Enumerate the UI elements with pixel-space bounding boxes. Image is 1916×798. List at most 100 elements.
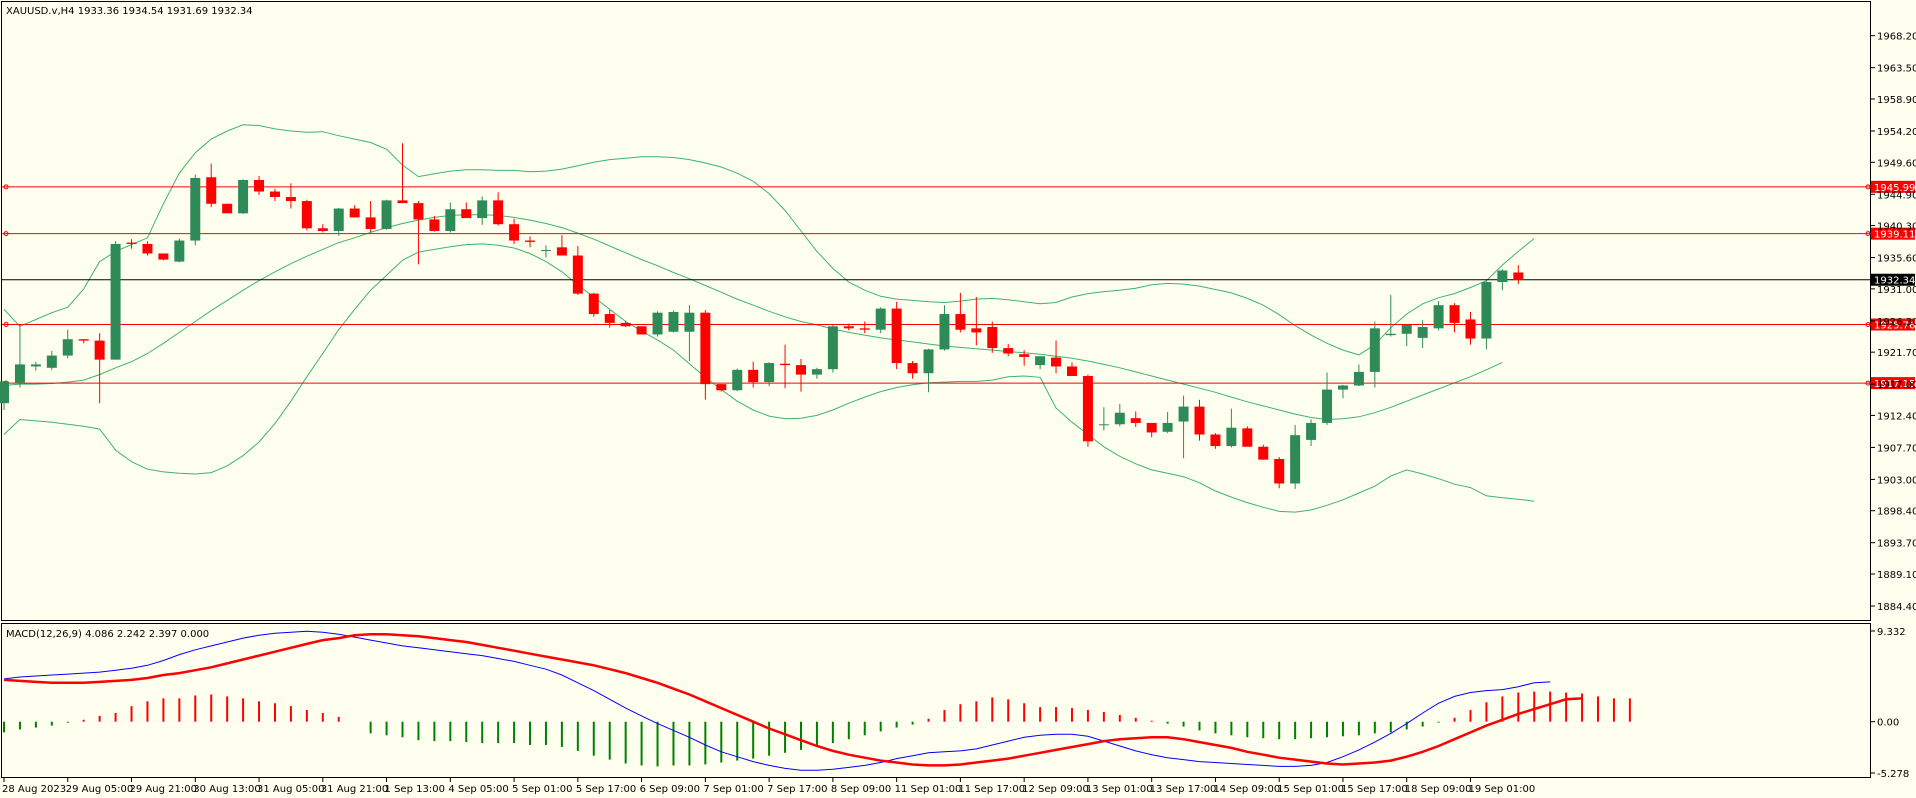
candle-body [1449,305,1460,323]
candle-body [397,200,408,204]
level-price-tag [1871,227,1915,240]
level-price-label: 1925.76 [1874,321,1915,332]
candle-body [78,339,89,341]
candle-body [1226,427,1237,447]
candle-body [493,200,504,225]
bollinger-lower-line [3,243,1535,513]
candle-body [142,243,153,254]
candle-body [907,363,918,374]
candle-body [222,203,233,214]
price-panel-frame [1,1,1871,621]
candle-body [891,308,902,364]
candle-body [1465,319,1476,339]
level-anchor-right [1865,380,1871,386]
candle-body [445,209,456,232]
time-tick-label: 7 Sep 17:00 [767,784,827,795]
candle-body [700,312,711,385]
candle-body [1146,422,1157,433]
candle-body [1322,389,1333,423]
candle-body [238,179,249,214]
time-tick-label: 15 Sep 17:00 [1341,784,1408,795]
candle-body [1082,375,1093,442]
candle-body [158,253,169,260]
bollinger-bands [3,124,1535,513]
time-tick-label: 11 Sep 17:00 [958,784,1025,795]
time-tick-label: 8 Sep 09:00 [831,784,891,795]
price-tick-label: 1884.40 [1877,602,1916,613]
candle-body [652,312,663,335]
candle-body [509,224,520,241]
candle-body [1306,422,1317,440]
candle-body [1210,434,1221,447]
candle-body [1066,366,1077,376]
candle-body [1401,324,1412,334]
time-tick-label: 29 Aug 05:00 [66,784,133,795]
price-tick-label: 1898.40 [1877,507,1916,518]
candle-body [254,179,265,192]
candle-body [540,250,551,252]
candle-body [1194,406,1205,435]
candle-body [413,203,424,220]
candle-body [1353,371,1364,386]
candle-body [110,243,121,360]
price-tick-label: 1917.00 [1877,380,1916,391]
time-tick-label: 14 Sep 09:00 [1213,784,1280,795]
candle-body [94,340,105,360]
candle-body [811,369,822,375]
candle-body [955,314,966,330]
level-price-tag [1871,318,1915,331]
candle-body [1019,354,1030,357]
candle-body [1035,356,1046,366]
candle-body [1497,270,1508,283]
candle-body [684,312,695,332]
candle-body [1274,459,1285,484]
candle-body [1513,272,1524,281]
level-anchor-left [3,322,9,328]
level-anchor-right [1865,231,1871,237]
price-tick-label: 1912.40 [1877,411,1916,422]
price-tick-label: 1921.70 [1877,348,1916,359]
time-tick-label: 12 Sep 09:00 [1022,784,1089,795]
macd-panel-frame [1,623,1871,778]
macd-signal-line [3,632,1583,767]
candle-body [827,326,838,370]
candle-body [843,326,854,329]
time-tick-label: 19 Sep 01:00 [1468,784,1535,795]
candle-body [923,349,934,374]
candle-body [572,255,583,294]
candle-body [477,200,488,219]
candle-body [1098,424,1109,426]
candle-body [1337,385,1348,390]
candle-body [668,312,679,332]
candle-body [190,177,201,241]
time-tick-label: 31 Aug 21:00 [321,784,388,795]
current-price-label: 1932.34 [1874,276,1915,287]
current-price-tag [1871,273,1915,286]
macd-tick-label: 9.332 [1877,627,1906,638]
candle-body [939,314,950,350]
candle-body [1481,282,1492,339]
candle-body [46,355,57,368]
time-tick-label: 6 Sep 09:00 [640,784,700,795]
candle-body [62,339,73,356]
candle-body [0,381,9,404]
candle-body [987,326,998,349]
candle-body [126,242,137,244]
macd-tick-label: -5.278 [1877,769,1909,780]
candle-body [604,314,615,323]
bollinger-middle-line [3,214,1503,421]
candle-body [525,240,536,242]
price-tick-label: 1949.60 [1877,158,1916,169]
candle-body [1051,357,1062,367]
price-tick-label: 1958.90 [1877,95,1916,106]
price-tick-label: 1935.60 [1877,254,1916,265]
candle-body [1130,418,1141,423]
candle-body [381,200,392,229]
candle-body [317,228,328,232]
macd-main-line [3,630,1551,771]
price-tick-label: 1931.00 [1877,285,1916,296]
time-tick-label: 13 Sep 17:00 [1150,784,1217,795]
candle-body [716,384,727,391]
